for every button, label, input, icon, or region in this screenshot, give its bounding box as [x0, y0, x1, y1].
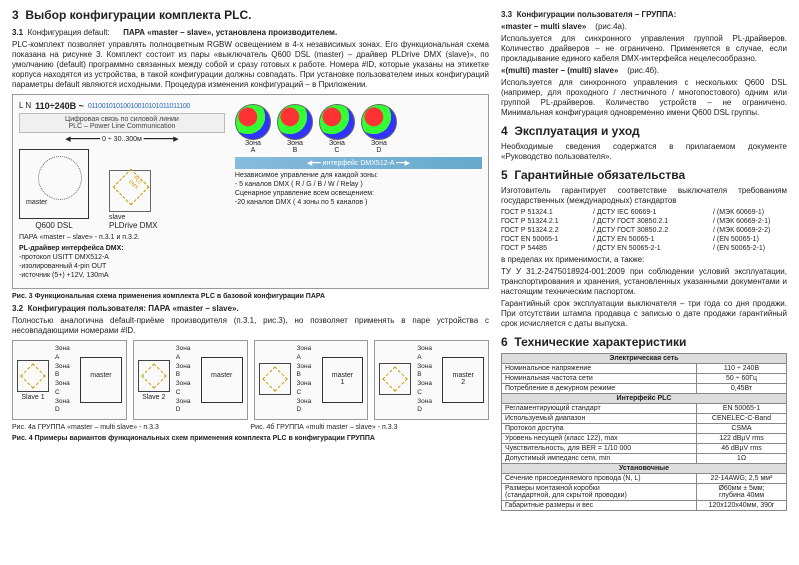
dmx-iface-bar: ◀━━ интерфейс DMX512-A ━━▶ [235, 157, 482, 169]
group-panel-4: Зона AЗона BЗона CЗона D master 2 [374, 340, 489, 420]
g1-line: «master – multi slave» (рис.4а). [501, 22, 787, 32]
sec3-title: 3 Выбор конфигурации комплекта PLC. [12, 8, 251, 22]
right-column: 3.3 Конфигурации пользователя – ГРУППА: … [501, 8, 787, 557]
group-panel-2: Slave 2 Зона AЗона BЗона CЗона D master [133, 340, 248, 420]
standards-list: ГОСТ Р 51324.1/ ДСТУ IEC 60669-1/ (МЭК 6… [501, 208, 787, 253]
sec31-head: 3.1 Конфигурация default: ПАРА «master –… [12, 28, 489, 38]
g1-text: Используется для синхронного управления … [501, 34, 787, 64]
left-column: 3 Выбор конфигурации комплекта PLC. 3.1 … [12, 8, 489, 557]
fig4a-cap: Рис. 4а ГРУППА «master – multi slave» - … [12, 424, 251, 431]
sec4-body: Необходимые сведения содержатся в прилаг… [501, 142, 787, 162]
fig3-caption: Рис. 3 Функциональная схема применения к… [12, 293, 489, 302]
fig4b-cap: Рис. 4б ГРУППА «multi master – slave» - … [251, 424, 490, 431]
sec5-title: 5 Гарантийные обязательства [501, 168, 787, 182]
sec6-title: 6 Технические характеристики [501, 335, 787, 349]
sec31-body: PLC-комплект позволяет управлять полноцв… [12, 40, 489, 90]
fig4-row: Slave 1 Зона AЗона BЗона CЗона D master … [12, 340, 489, 420]
g2-text: Используется для синхронного управления … [501, 78, 787, 118]
q600-label: Q600 DSL [19, 221, 89, 230]
sec5-p2: в пределах их применимости, а также: [501, 255, 787, 265]
slave-label: slave [109, 214, 157, 221]
fig3-diagram: L N 110÷240В ~ 0110010101001001010101101… [12, 94, 489, 289]
sec33-head: 3.3 Конфигурации пользователя – ГРУППА: [501, 10, 787, 20]
spec-table: Электрическая сетьНоминальное напряжение… [501, 353, 787, 511]
pldrive-label: PLDrive DMX [109, 221, 157, 230]
voltage: 110÷240В ~ [35, 101, 84, 111]
sec4-title: 4 Эксплуатация и уход [501, 124, 787, 138]
pair-ref: ПАРА «master – slave» - п.3.1 и п.3.2. [19, 234, 225, 241]
plc-comm-label: Цифровая связь по силовой линии PLC – Po… [19, 113, 225, 133]
g2-line: «(multi) master – (multi) slave» (рис.4б… [501, 66, 787, 76]
ln-label: L N [19, 102, 31, 110]
sec5-p1: Изготовитель гарантирует соответствие вы… [501, 186, 787, 206]
group-panel-1: Slave 1 Зона AЗона BЗона CЗона D master [12, 340, 127, 420]
sec5-p4: Гарантийный срок эксплуатации выключател… [501, 299, 787, 329]
pl-driver-spec: PL-драйвер интерфейса DMX: -протокол USI… [19, 244, 225, 280]
pldrive-block: PLC DMX [109, 170, 151, 212]
bitstream: 01100101010010010101011011100 [88, 103, 190, 110]
sec32-body: Полностью аналогична default-приёме прои… [12, 316, 489, 336]
zone-circles: Зона A Зона B Зона C Зона D [235, 104, 482, 154]
distance: ◀━━━━━━━ 0 ÷ 30..300м ━━━━━━━▶ [19, 135, 225, 143]
q600-block: master [19, 149, 89, 219]
sec5-p3: ТУ У 31.2-2475018924-001:2009 при соблюд… [501, 267, 787, 297]
group-panel-3: Зона AЗона BЗона CЗона D master 1 [254, 340, 369, 420]
sec32-head: 3.2 Конфигурация пользователя: ПАРА «mas… [12, 304, 489, 314]
channel-spec: Независимое управление для каждой зоны: … [235, 171, 482, 207]
fig4-caption: Рис. 4 Примеры вариантов функциональных … [12, 435, 489, 444]
